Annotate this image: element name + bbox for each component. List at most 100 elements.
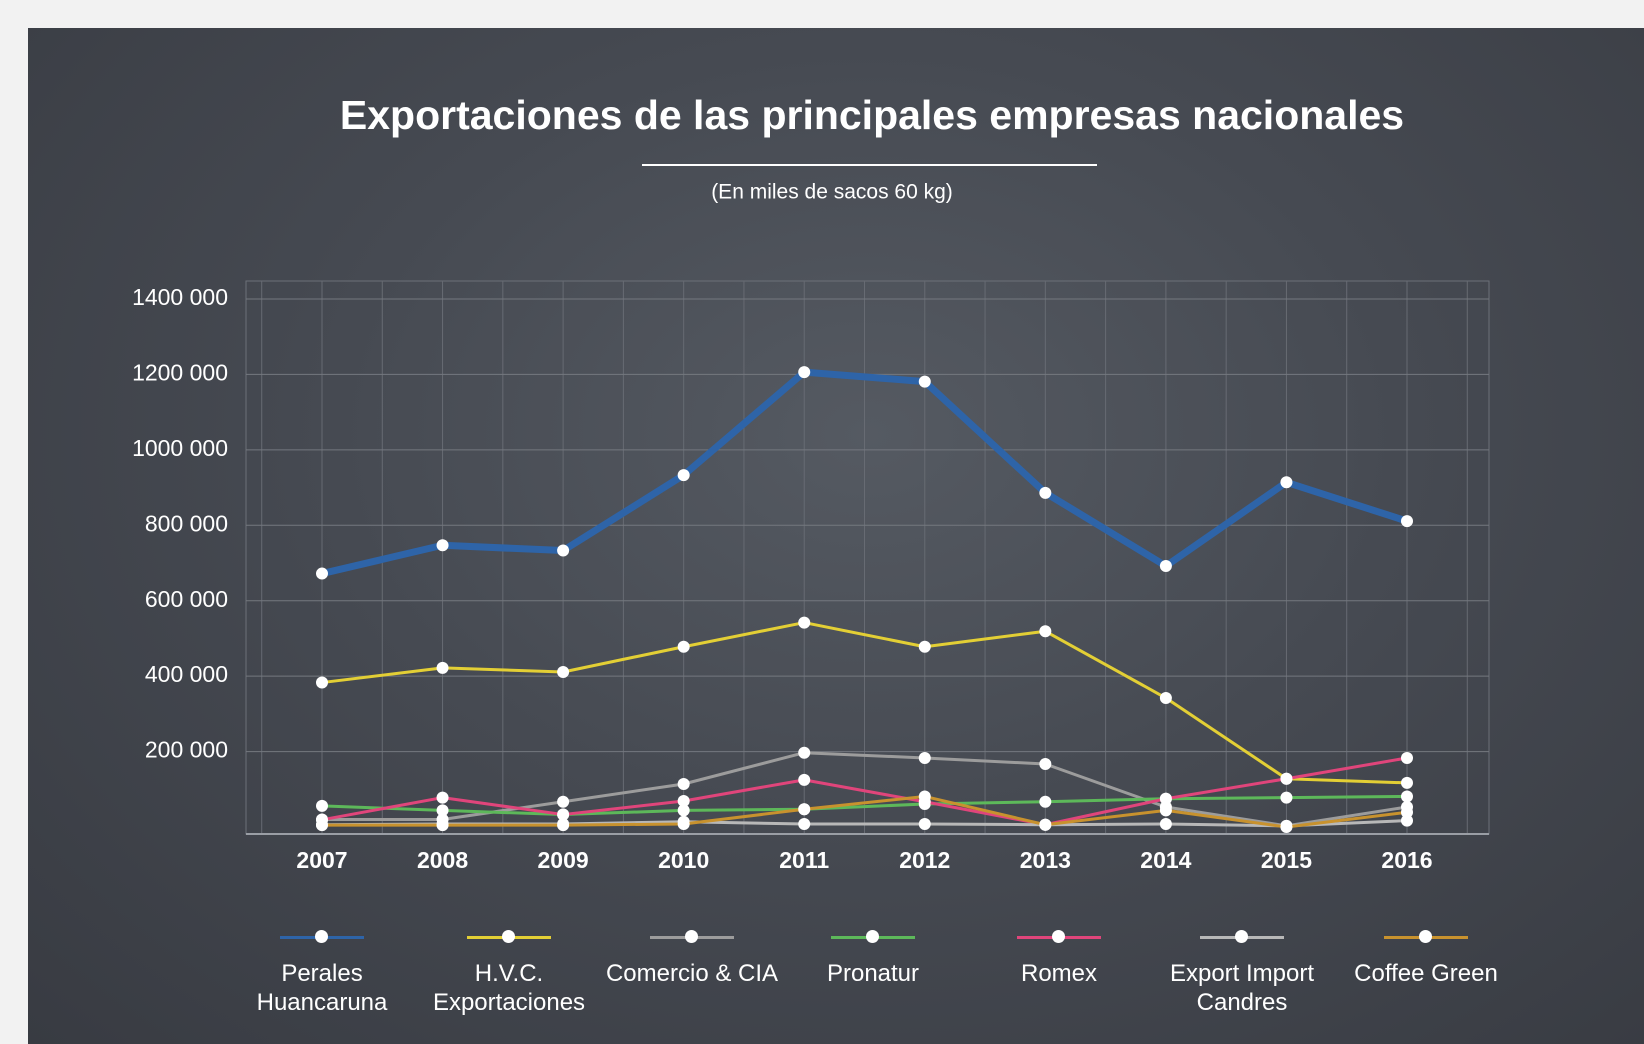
data-point — [316, 676, 328, 689]
plot-frame — [245, 280, 1490, 835]
x-tick-label: 2013 — [1020, 847, 1071, 873]
data-point — [436, 804, 449, 817]
legend-dot — [315, 930, 328, 943]
data-point — [918, 751, 931, 764]
legend-label: Pronatur — [826, 960, 920, 987]
data-point — [1280, 791, 1293, 804]
legend-swatch — [1017, 930, 1101, 943]
data-point — [316, 799, 328, 812]
data-point — [1280, 772, 1293, 785]
x-tick-label: 2016 — [1381, 847, 1432, 873]
legend-swatch — [467, 930, 551, 943]
data-point — [798, 366, 811, 379]
legend-label: Romex — [1020, 960, 1098, 987]
x-tick-label: 2011 — [779, 847, 829, 873]
data-point — [918, 790, 931, 803]
data-point — [557, 544, 570, 557]
legend-label: Comercio & CIA — [605, 960, 779, 987]
legend-item: Pronatur — [783, 930, 963, 988]
data-point — [436, 539, 449, 552]
legend-dot — [685, 930, 698, 943]
data-point — [557, 795, 570, 808]
data-point — [316, 567, 328, 580]
data-point — [677, 778, 690, 791]
legend-label: H.V.C. Exportaciones — [432, 960, 586, 1016]
legend-item: Export Import Candres — [1152, 930, 1332, 1017]
legend-dot — [502, 930, 515, 943]
chart-title: Exportaciones de las principales empresa… — [340, 92, 1404, 138]
legend-item: Romex — [969, 930, 1149, 988]
series-line — [321, 756, 1408, 827]
data-point — [1401, 806, 1413, 819]
data-point — [1401, 515, 1413, 528]
legend-label: Export Import Candres — [1169, 960, 1315, 1016]
data-point — [798, 616, 811, 629]
data-point — [918, 375, 931, 388]
legend-label: Coffee Green — [1354, 960, 1498, 987]
legend-item: H.V.C. Exportaciones — [419, 930, 599, 1017]
data-point — [557, 808, 570, 821]
legend-item: Coffee Green — [1336, 930, 1516, 988]
data-point — [557, 819, 570, 832]
data-point — [1039, 486, 1052, 499]
data-point — [1039, 818, 1052, 831]
x-tick-label: 2008 — [417, 847, 468, 873]
data-point — [798, 773, 811, 786]
data-point — [436, 819, 449, 832]
legend-dot — [1419, 930, 1432, 943]
x-tick-label: 2009 — [538, 847, 589, 873]
data-point — [1401, 790, 1413, 803]
data-point — [1401, 751, 1413, 764]
data-point — [1280, 476, 1293, 489]
data-point — [1159, 692, 1172, 705]
data-point — [1039, 758, 1052, 771]
data-point — [677, 469, 690, 482]
series-line — [322, 794, 1408, 829]
data-point — [436, 661, 449, 674]
legend-swatch — [1200, 930, 1284, 943]
y-tick-label: 200 000 — [145, 737, 228, 763]
data-point — [798, 746, 811, 759]
data-point — [677, 640, 690, 653]
x-tick-label: 2014 — [1140, 847, 1191, 873]
data-point — [1039, 795, 1052, 808]
data-point — [1039, 625, 1052, 638]
legend-dot — [866, 930, 879, 943]
data-point — [436, 791, 449, 804]
legend-swatch — [1384, 930, 1468, 943]
data-point — [1159, 817, 1172, 830]
series-line — [322, 751, 1408, 828]
data-point — [1159, 560, 1172, 573]
data-point — [1401, 814, 1413, 827]
chart-panel — [28, 28, 1644, 1044]
y-tick-label: 800 000 — [145, 510, 228, 536]
legend-swatch — [280, 930, 364, 943]
data-point — [316, 819, 328, 832]
x-tick-label: 2007 — [296, 847, 347, 873]
data-point — [918, 817, 931, 830]
legend-dot — [1235, 930, 1248, 943]
legend-item: Perales Huancaruna — [232, 930, 412, 1017]
chart-subtitle: (En miles de sacos 60 kg) — [711, 181, 953, 204]
data-point — [918, 640, 931, 653]
data-point — [677, 817, 690, 830]
legend-dot — [1052, 930, 1065, 943]
legend-item: Comercio & CIA — [602, 930, 782, 988]
data-point — [1159, 804, 1172, 817]
data-point — [1401, 776, 1413, 789]
legend-label: Perales Huancaruna — [256, 960, 388, 1016]
data-point — [1159, 792, 1172, 805]
series-line — [321, 794, 1408, 817]
x-tick-label: 2015 — [1261, 847, 1312, 873]
y-tick-label: 1000 000 — [132, 435, 228, 461]
y-tick-label: 1200 000 — [132, 360, 228, 386]
y-tick-label: 400 000 — [145, 661, 228, 687]
legend-swatch — [650, 930, 734, 943]
data-point — [677, 794, 690, 807]
y-tick-label: 600 000 — [145, 586, 228, 612]
data-point — [677, 804, 690, 817]
data-point — [557, 665, 570, 678]
data-point — [1280, 821, 1293, 833]
